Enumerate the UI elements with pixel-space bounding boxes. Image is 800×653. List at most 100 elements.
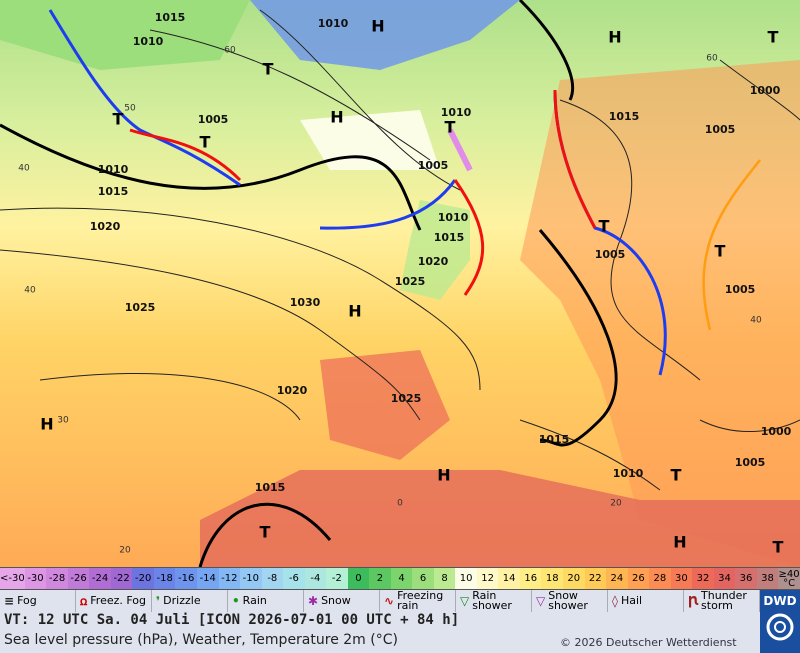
legend-icon: ≡ bbox=[4, 594, 15, 608]
low-pressure: T bbox=[445, 118, 456, 137]
isobar-label: 1010 bbox=[438, 211, 469, 224]
high-pressure: H bbox=[437, 466, 450, 485]
scale-cell: -10 bbox=[240, 568, 262, 589]
weather-legend: ≡ Fog ꭥ Freez. Fog ❜ Drizzle • Rain ✱ Snow ∿ Freezi… bbox=[0, 590, 760, 612]
legend-icon: ◊ bbox=[612, 594, 618, 608]
scale-cell: 30 bbox=[670, 568, 693, 589]
isobar-label: 1025 bbox=[125, 301, 156, 314]
isobar-label: 1000 bbox=[750, 84, 781, 97]
warm-front bbox=[453, 179, 485, 296]
legend-icon: ✱ bbox=[308, 594, 319, 608]
isobar-label: 1015 bbox=[255, 481, 286, 494]
scale-cell: -6 bbox=[283, 568, 305, 589]
cold-front bbox=[319, 179, 457, 230]
isobar-label: 1005 bbox=[705, 123, 736, 136]
isobar-label: 1005 bbox=[725, 283, 756, 296]
scale-cell: 28 bbox=[649, 568, 671, 589]
scale-cell: 26 bbox=[627, 568, 650, 589]
legend-item: ❜ Drizzle bbox=[152, 590, 228, 612]
scale-cell: 18 bbox=[541, 568, 563, 589]
scale-cell: 12 bbox=[476, 568, 499, 589]
legend-label: Drizzle bbox=[163, 594, 201, 607]
legend-label: Rain bbox=[242, 594, 267, 607]
troughs bbox=[0, 0, 618, 567]
scale-cell: 34 bbox=[713, 568, 736, 589]
isobar-label: 1020 bbox=[277, 384, 308, 397]
valid-time: VT: 12 UTC Sa. 04 Juli [ICON 2026-07-01 … bbox=[4, 612, 460, 628]
isobar-label: 1020 bbox=[418, 255, 449, 268]
isobar-label: 1010 bbox=[133, 35, 164, 48]
isobar-label: 1015 bbox=[609, 110, 640, 123]
latitude-label: 40 bbox=[750, 316, 762, 326]
isobar-label: 1015 bbox=[98, 185, 129, 198]
isobar-label: 1005 bbox=[418, 159, 449, 172]
legend-item: ✱ Snow bbox=[304, 590, 380, 612]
scale-cell: -16 bbox=[175, 568, 197, 589]
warm-front bbox=[129, 128, 242, 182]
scale-cell: 4 bbox=[390, 568, 413, 589]
trough-line bbox=[702, 159, 761, 331]
legend-label: Snow bbox=[321, 594, 351, 607]
scale-cell: 20 bbox=[563, 568, 585, 589]
scale-cell: -4 bbox=[304, 568, 327, 589]
isobar-label: 1015 bbox=[539, 433, 570, 446]
low-pressure: T bbox=[200, 133, 211, 152]
low-pressure: T bbox=[773, 538, 784, 557]
scale-cell: 0 bbox=[347, 568, 370, 589]
legend-item: ≡ Fog bbox=[0, 590, 76, 612]
isobar-label: 1005 bbox=[595, 248, 626, 261]
latitude-label: 60 bbox=[706, 54, 718, 64]
isobar-label: 1010 bbox=[441, 106, 472, 119]
scale-cell: <-30 bbox=[0, 568, 25, 589]
isobar-label: 1005 bbox=[198, 113, 229, 126]
low-pressure: T bbox=[263, 60, 274, 79]
latitude-label: 60 bbox=[224, 46, 236, 56]
low-pressure: T bbox=[113, 110, 124, 129]
legend-label: Hail bbox=[620, 594, 643, 607]
latitude-label: 30 bbox=[57, 416, 69, 426]
legend-icon: Ꞃ bbox=[688, 594, 699, 608]
temperature-scale: <-30 -30 -28 -26 -24 -22 -20 -18 -16 -14 -12 -10 -8-… bbox=[0, 567, 800, 590]
legend-icon: ▽ bbox=[536, 594, 546, 608]
iberia bbox=[320, 350, 450, 460]
logo: DWD bbox=[760, 590, 800, 653]
scale-cell: ≥40 °C bbox=[778, 568, 800, 589]
copyright: © 2026 Deutscher Wetterdienst bbox=[560, 636, 737, 649]
legend-icon: • bbox=[232, 594, 240, 608]
isobar-label: 1000 bbox=[761, 425, 792, 438]
warm-front bbox=[553, 89, 597, 229]
scale-cell: 2 bbox=[369, 568, 391, 589]
scale-cell: -18 bbox=[153, 568, 176, 589]
legend-item: Ꞃ Thunder storm bbox=[684, 590, 760, 612]
logo-icon bbox=[766, 613, 794, 641]
isobar-label: 1030 bbox=[290, 296, 321, 309]
scale-cell: -8 bbox=[261, 568, 284, 589]
logo-text: DWD bbox=[763, 594, 797, 608]
legend-item: ▽ Snow shower bbox=[532, 590, 608, 612]
isobar-label: 1010 bbox=[613, 467, 644, 480]
scale-cell: 16 bbox=[519, 568, 542, 589]
greenland-cold bbox=[250, 0, 520, 70]
legend-label: Fog bbox=[17, 594, 37, 607]
scale-cell: 6 bbox=[412, 568, 434, 589]
north-africa bbox=[200, 470, 800, 567]
scale-cell: -12 bbox=[218, 568, 241, 589]
high-pressure: H bbox=[608, 28, 621, 47]
isobar-label: 1010 bbox=[318, 17, 349, 30]
isobar-label: 1010 bbox=[98, 163, 129, 176]
warm-band bbox=[300, 110, 440, 170]
scale-cell: -28 bbox=[46, 568, 68, 589]
legend-label: Freez. Fog bbox=[90, 594, 147, 607]
latitude-label: 40 bbox=[24, 286, 36, 296]
scale-cell: 24 bbox=[606, 568, 628, 589]
low-pressure: T bbox=[260, 523, 271, 542]
low-pressure: T bbox=[671, 466, 682, 485]
isobar-label: 1005 bbox=[735, 456, 766, 469]
isobar-label: 1025 bbox=[391, 392, 422, 405]
scale-cell: 36 bbox=[735, 568, 757, 589]
cold-region bbox=[0, 0, 250, 70]
isobars bbox=[0, 9, 800, 491]
legend-icon: ❜ bbox=[156, 594, 161, 608]
latitude-label: 20 bbox=[119, 546, 131, 556]
